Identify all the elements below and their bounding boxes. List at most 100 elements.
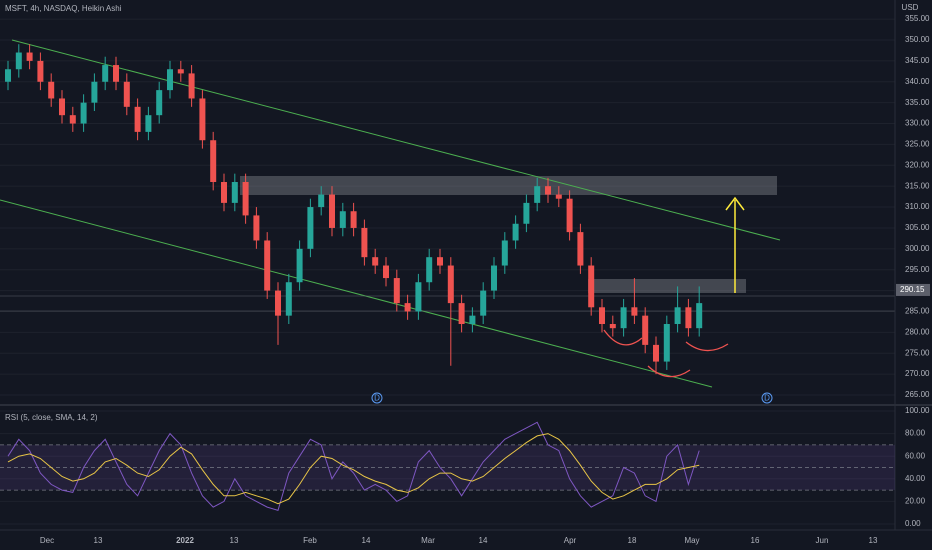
event-marker — [761, 392, 773, 404]
x-tick-label: May — [684, 536, 699, 545]
candle-body — [188, 73, 195, 99]
candle-body — [329, 194, 335, 228]
candle-body — [26, 52, 33, 61]
x-tick-label: Feb — [303, 536, 317, 545]
candle-body — [415, 282, 422, 312]
candle-body — [5, 69, 11, 82]
x-tick-label: 14 — [362, 536, 371, 545]
candle-body — [404, 303, 411, 312]
candle-body — [350, 211, 357, 228]
candle-body — [642, 315, 649, 345]
x-tick-label: Apr — [564, 536, 577, 545]
candle-body — [577, 232, 584, 266]
rsi-line — [7, 421, 700, 512]
candle-body — [545, 186, 551, 195]
candle-body — [69, 115, 76, 124]
candle-body — [48, 81, 55, 99]
candle-body — [609, 324, 616, 329]
y-tick-label: 320.00 — [905, 160, 930, 169]
head-arc — [647, 365, 691, 378]
candle-body — [242, 182, 249, 216]
y-tick-label: 270.00 — [905, 369, 930, 378]
candle-body — [523, 202, 530, 224]
chart-title: MSFT, 4h, NASDAQ, Heikin Ashi — [5, 4, 122, 13]
candle-body — [663, 324, 670, 362]
candle-body — [264, 240, 271, 291]
candle-body — [318, 194, 325, 208]
y-tick-label: 295.00 — [905, 265, 930, 274]
y-tick-label: 335.00 — [905, 98, 930, 107]
candle-body — [231, 182, 238, 203]
candle-body — [91, 81, 98, 103]
candle-body — [221, 182, 227, 203]
candle-body — [534, 186, 541, 203]
candle-body — [156, 90, 163, 116]
candle-body — [145, 115, 152, 132]
candle-body — [37, 60, 44, 82]
rsi-tick-label: 20.00 — [905, 497, 926, 506]
channel-top — [11, 39, 781, 241]
grid — [0, 18, 895, 525]
last-price-label: 290.15 — [900, 285, 925, 294]
y-tick-label: 350.00 — [905, 35, 930, 44]
x-tick-label: 2022 — [176, 536, 194, 545]
x-tick-label: 13 — [94, 536, 103, 545]
candle-body — [566, 198, 573, 233]
resistance-zone — [240, 176, 777, 195]
candle-body — [15, 52, 22, 70]
rsi-line — [7, 433, 700, 505]
y-tick-label: 285.00 — [905, 307, 930, 316]
rsi-tick-label: 80.00 — [905, 429, 926, 438]
candle-body — [491, 265, 497, 291]
y-tick-label: 305.00 — [905, 223, 930, 232]
rsi-title: RSI (5, close, SMA, 14, 2) — [5, 413, 98, 422]
x-tick-label: 14 — [479, 536, 488, 545]
candle-body — [113, 65, 119, 82]
shoulder-arc — [603, 329, 643, 346]
candle-body — [372, 257, 379, 266]
candle-body — [177, 69, 184, 74]
x-tick-label: 18 — [628, 536, 637, 545]
currency: USD — [902, 3, 919, 12]
x-tick-label: Jun — [816, 536, 829, 545]
candle-body — [307, 207, 314, 249]
candle-body — [167, 69, 173, 91]
candle-body — [361, 227, 368, 258]
candle-body — [59, 98, 65, 116]
candle-body — [199, 98, 206, 141]
candle-body — [339, 211, 346, 228]
candle-body — [447, 265, 454, 304]
last-price-box — [896, 283, 930, 296]
y-tick-label: 265.00 — [905, 390, 930, 399]
event-marker — [371, 392, 383, 404]
candle-body — [437, 257, 443, 266]
y-tick-label: 340.00 — [905, 77, 930, 86]
channel-bottom — [0, 199, 713, 388]
candle-body — [555, 194, 562, 199]
candle-body — [599, 307, 605, 324]
x-tick-label: 13 — [869, 536, 878, 545]
y-tick-label: 330.00 — [905, 119, 930, 128]
event-label: D — [764, 394, 770, 403]
candle-body — [620, 307, 627, 329]
y-tick-label: 310.00 — [905, 202, 930, 211]
rsi-tick-label: 100.00 — [905, 406, 930, 415]
rsi-tick-label: 40.00 — [905, 474, 926, 483]
neckline-zone — [588, 279, 746, 293]
candle-body — [512, 223, 519, 241]
y-tick-label: 275.00 — [905, 348, 930, 357]
rsi-tick-label: 60.00 — [905, 451, 926, 460]
rsi-tick-label: 0.00 — [905, 519, 921, 528]
candle-body — [80, 102, 87, 124]
event-label: D — [374, 394, 380, 403]
x-tick-label: Dec — [40, 536, 54, 545]
candle-body — [383, 265, 389, 279]
target-arrow-head — [725, 196, 745, 211]
candle-body — [134, 106, 141, 132]
candle-body — [480, 290, 487, 316]
candle-body — [631, 307, 638, 316]
candle-body — [458, 303, 465, 324]
candle-body — [393, 278, 400, 304]
candles — [5, 44, 703, 375]
